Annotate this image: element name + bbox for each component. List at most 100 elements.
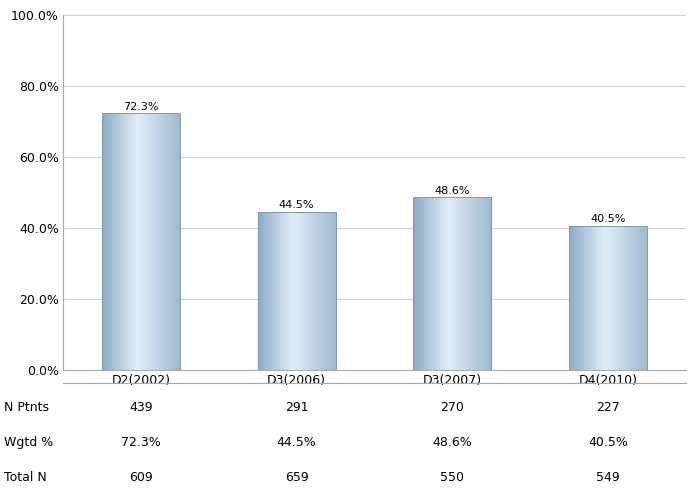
Bar: [318, 212, 320, 370]
Bar: [102, 114, 103, 370]
Bar: [584, 226, 586, 370]
Bar: [598, 226, 599, 370]
Bar: [449, 198, 450, 370]
Bar: [157, 114, 158, 370]
Bar: [326, 212, 328, 370]
Bar: [147, 114, 148, 370]
Bar: [139, 114, 140, 370]
Bar: [153, 114, 154, 370]
Bar: [319, 212, 321, 370]
Bar: [629, 226, 630, 370]
Bar: [583, 226, 584, 370]
Bar: [426, 198, 427, 370]
Bar: [582, 226, 583, 370]
Bar: [146, 114, 147, 370]
Bar: [274, 212, 275, 370]
Bar: [640, 226, 641, 370]
Bar: [150, 114, 152, 370]
Bar: [588, 226, 589, 370]
Bar: [309, 212, 311, 370]
Bar: [277, 212, 278, 370]
Bar: [281, 212, 283, 370]
Bar: [308, 212, 309, 370]
Bar: [138, 114, 139, 370]
Bar: [115, 114, 116, 370]
Bar: [570, 226, 571, 370]
Bar: [121, 114, 122, 370]
Bar: [302, 212, 303, 370]
Bar: [474, 198, 475, 370]
Bar: [164, 114, 165, 370]
Bar: [175, 114, 176, 370]
Bar: [453, 198, 454, 370]
Bar: [132, 114, 134, 370]
Bar: [262, 212, 263, 370]
Bar: [329, 212, 330, 370]
Bar: [300, 212, 302, 370]
Bar: [425, 198, 426, 370]
Bar: [325, 212, 326, 370]
Bar: [165, 114, 167, 370]
Bar: [299, 212, 300, 370]
Bar: [296, 212, 297, 370]
Bar: [170, 114, 171, 370]
Bar: [632, 226, 633, 370]
Bar: [610, 226, 612, 370]
Bar: [612, 226, 613, 370]
Bar: [287, 212, 288, 370]
Bar: [587, 226, 588, 370]
Bar: [642, 226, 643, 370]
Bar: [443, 198, 444, 370]
Bar: [626, 226, 627, 370]
Bar: [314, 212, 315, 370]
Bar: [461, 198, 462, 370]
Bar: [468, 198, 470, 370]
Bar: [433, 198, 435, 370]
Bar: [265, 212, 266, 370]
Bar: [317, 212, 318, 370]
Bar: [323, 212, 324, 370]
Bar: [121, 114, 122, 370]
Bar: [601, 226, 603, 370]
Bar: [579, 226, 580, 370]
Text: 48.6%: 48.6%: [435, 186, 470, 196]
Bar: [324, 212, 325, 370]
Bar: [628, 226, 629, 370]
Bar: [123, 114, 125, 370]
Bar: [600, 226, 601, 370]
Bar: [624, 226, 625, 370]
Bar: [415, 198, 416, 370]
Bar: [639, 226, 640, 370]
Bar: [306, 212, 307, 370]
Bar: [628, 226, 629, 370]
Bar: [280, 212, 281, 370]
Text: 40.5%: 40.5%: [588, 436, 628, 449]
Bar: [616, 226, 617, 370]
Bar: [103, 114, 104, 370]
Bar: [634, 226, 635, 370]
Bar: [470, 198, 472, 370]
Bar: [294, 212, 295, 370]
Bar: [155, 114, 156, 370]
Bar: [156, 114, 157, 370]
Bar: [293, 212, 294, 370]
Bar: [452, 198, 453, 370]
Bar: [165, 114, 166, 370]
Bar: [601, 226, 602, 370]
Bar: [178, 114, 179, 370]
Bar: [318, 212, 319, 370]
Bar: [435, 198, 437, 370]
Bar: [307, 212, 308, 370]
Bar: [421, 198, 422, 370]
Bar: [127, 114, 128, 370]
Bar: [116, 114, 117, 370]
Bar: [433, 198, 434, 370]
Bar: [161, 114, 162, 370]
Bar: [327, 212, 328, 370]
Bar: [580, 226, 581, 370]
Bar: [623, 226, 624, 370]
Bar: [477, 198, 478, 370]
Bar: [569, 226, 647, 370]
Text: 40.5%: 40.5%: [590, 214, 626, 224]
Text: 72.3%: 72.3%: [123, 102, 159, 112]
